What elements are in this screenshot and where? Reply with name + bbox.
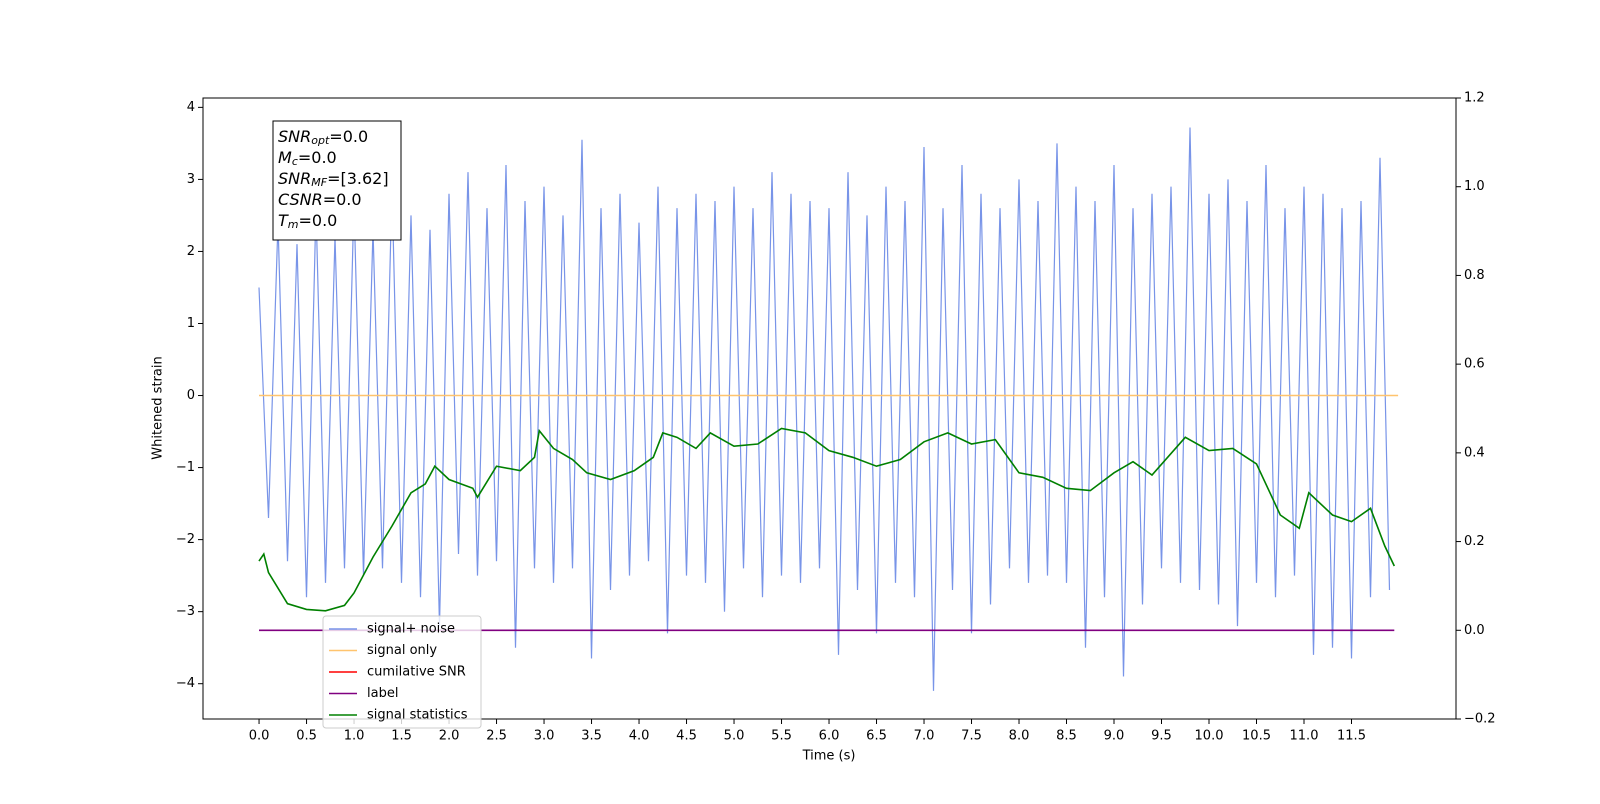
legend-label: signal+ noise — [367, 622, 455, 637]
y2-tick-label: 0.0 — [1464, 623, 1485, 638]
annotation-rest: =0.0 — [299, 211, 338, 230]
annotation-sub: MF — [311, 176, 327, 189]
x-tick-label: 8.5 — [1056, 729, 1077, 744]
y2-tick-label: 1.2 — [1464, 91, 1485, 106]
y-tick-label: 0 — [187, 388, 195, 403]
legend-label: cumilative SNR — [367, 665, 466, 680]
x-tick-label: 0.5 — [296, 729, 317, 744]
annotation-rest: =0.0 — [323, 190, 362, 209]
x-tick-label: 2.0 — [439, 729, 460, 744]
legend-label: label — [367, 686, 398, 701]
y2-tick-label: 0.4 — [1464, 445, 1485, 460]
x-tick-label: 6.0 — [819, 729, 840, 744]
plot-frame — [202, 97, 1457, 720]
annotation-line: SNRMF=[3.62] — [278, 169, 389, 190]
x-tick-label: 2.5 — [486, 729, 507, 744]
x-tick-label: 4.0 — [629, 729, 650, 744]
x-tick-label: 1.5 — [391, 729, 412, 744]
x-tick-label: 3.5 — [581, 729, 602, 744]
y-tick-label: 2 — [187, 244, 195, 259]
annotation-main: SNR — [278, 127, 311, 146]
y-tick-label: −2 — [176, 532, 195, 547]
annotation-main: SNR — [278, 169, 311, 188]
x-tick-label: 5.0 — [724, 729, 745, 744]
x-tick-label: 10.5 — [1242, 729, 1271, 744]
x-tick-label: 0.0 — [249, 729, 270, 744]
x-tick-label: 4.5 — [676, 729, 697, 744]
annotation-line: Mc=0.0 — [278, 148, 337, 169]
y-tick-label: 4 — [187, 100, 195, 115]
annotation-line: CSNR=0.0 — [278, 190, 362, 209]
y-tick-label: −4 — [176, 676, 195, 691]
y2-tick-label: 0.2 — [1464, 534, 1485, 549]
x-tick-label: 5.5 — [771, 729, 792, 744]
legend-label: signal statistics — [367, 708, 468, 723]
series-line — [258, 127, 1391, 691]
x-tick-label: 8.0 — [1009, 729, 1030, 744]
y2-tick-label: 1.0 — [1464, 179, 1485, 194]
annotation-main: CSNR — [278, 190, 323, 209]
y-tick-label: 1 — [187, 316, 195, 331]
x-tick-label: 7.0 — [914, 729, 935, 744]
y-tick-label: 3 — [187, 172, 195, 187]
y-axis-label: Whitened strain — [151, 356, 166, 459]
annotation-sub: m — [288, 218, 299, 231]
annotation-rest: =0.0 — [329, 127, 368, 146]
annotation-line: Tm=0.0 — [278, 211, 337, 232]
x-tick-label: 1.0 — [344, 729, 365, 744]
y-tick-label: −3 — [176, 604, 195, 619]
legend-label: signal only — [367, 643, 437, 658]
series-line — [258, 427, 1396, 612]
annotation-line: SNRopt=0.0 — [278, 127, 368, 148]
annotation-rest: =0.0 — [298, 148, 337, 167]
annotation-box — [272, 120, 402, 241]
x-axis-label: Time (s) — [802, 749, 856, 764]
annotation-main: T — [278, 211, 289, 230]
x-tick-label: 10.0 — [1195, 729, 1224, 744]
x-tick-label: 6.5 — [866, 729, 887, 744]
annotation-sub: opt — [311, 134, 330, 147]
annotation-main: M — [278, 148, 292, 167]
x-tick-label: 11.5 — [1337, 729, 1366, 744]
x-tick-label: 7.5 — [961, 729, 982, 744]
x-tick-label: 11.0 — [1290, 729, 1319, 744]
annotation-sub: c — [292, 155, 298, 168]
x-tick-label: 3.0 — [534, 729, 555, 744]
y2-tick-label: 0.6 — [1464, 357, 1485, 372]
legend-box — [322, 615, 482, 729]
y-tick-label: −1 — [176, 460, 195, 475]
y2-tick-label: −0.2 — [1464, 712, 1496, 727]
annotation-rest: =[3.62] — [327, 169, 389, 188]
x-tick-label: 9.0 — [1104, 729, 1125, 744]
x-tick-label: 9.5 — [1151, 729, 1172, 744]
y2-tick-label: 0.8 — [1464, 268, 1485, 283]
